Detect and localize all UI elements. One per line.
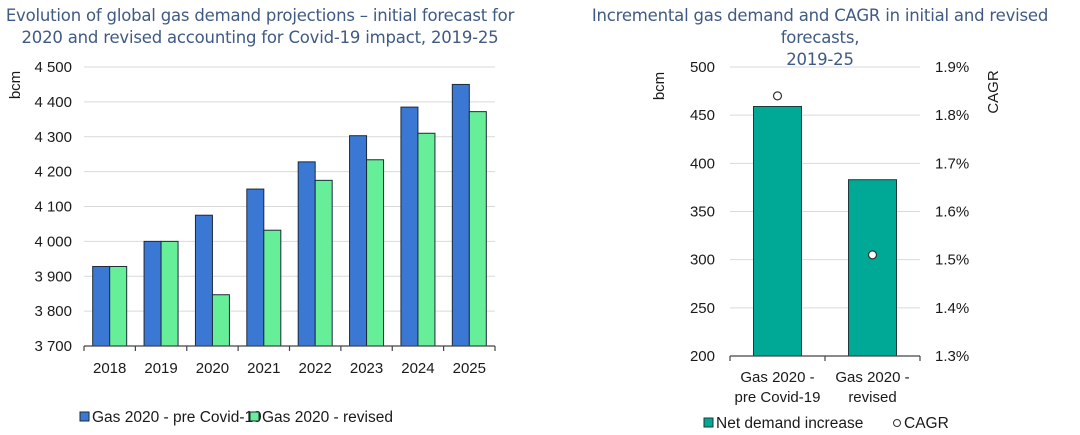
right-cagr-point bbox=[772, 91, 783, 101]
right-x-tick-label: Gas 2020 - bbox=[835, 369, 909, 386]
left-x-tick-label: 2025 bbox=[453, 360, 486, 377]
legend-swatch-pre-covid bbox=[79, 411, 90, 422]
right-y-tick-label: 200 bbox=[690, 348, 715, 365]
right-chart: 200 250 300 350 400 450 500 1.3% 1.4% 1.5% 1.6% 1.7… bbox=[651, 59, 1002, 432]
legend-label-net-demand: Net demand increase bbox=[716, 415, 863, 432]
left-y-tick-label: 3 800 bbox=[34, 303, 72, 320]
left-bar-revised bbox=[263, 229, 282, 347]
left-x-tick-label: 2021 bbox=[247, 360, 280, 377]
right-bar-net-demand bbox=[848, 179, 897, 357]
left-bar-pre-covid bbox=[349, 135, 368, 347]
left-x-tick-label: 2023 bbox=[350, 360, 383, 377]
right-y2-axis-label: CAGR bbox=[985, 70, 1002, 114]
legend-label-cagr: CAGR bbox=[904, 415, 949, 432]
left-bar-revised bbox=[314, 179, 333, 347]
right-y-tick-label: 500 bbox=[690, 59, 715, 76]
left-bar-pre-covid bbox=[451, 83, 470, 347]
right-y-tick-label: 450 bbox=[690, 107, 715, 124]
right-y2-tick-label: 1.5% bbox=[935, 252, 969, 269]
left-y-axis-label: bcm bbox=[7, 71, 24, 99]
left-y-tick-label: 4 100 bbox=[34, 199, 72, 216]
left-bar-pre-covid bbox=[400, 106, 419, 347]
right-y2-tick-label: 1.8% bbox=[935, 107, 969, 124]
right-y2-tick-label: 1.4% bbox=[935, 300, 969, 317]
left-bar-revised bbox=[468, 111, 487, 347]
left-chart: 3 700 3 800 3 900 4 000 4 100 4 200 4 300 4 400… bbox=[7, 59, 496, 426]
left-bar-revised bbox=[211, 294, 230, 347]
legend-swatch-revised bbox=[249, 411, 260, 422]
left-x-tick-label: 2019 bbox=[144, 360, 177, 377]
right-legend: Net demand increase CAGR bbox=[703, 415, 949, 432]
right-y-tick-label: 300 bbox=[690, 252, 715, 269]
left-bar-revised bbox=[366, 159, 385, 347]
left-bar-pre-covid bbox=[194, 214, 213, 347]
right-x-tick-label: revised bbox=[848, 389, 896, 406]
left-bar-revised bbox=[417, 132, 436, 347]
left-title-line-1: Evolution of global gas demand projectio… bbox=[5, 6, 515, 25]
right-y-axis-label: bcm bbox=[651, 72, 668, 100]
left-bar-pre-covid bbox=[92, 265, 111, 347]
left-x-tick-label: 2020 bbox=[196, 360, 229, 377]
right-title-line-2: 2019-25 bbox=[786, 50, 854, 69]
right-chart-title: Incremental gas demand and CAGR in initi… bbox=[560, 5, 1080, 71]
left-bar-pre-covid bbox=[297, 161, 316, 347]
right-cagr-point bbox=[867, 250, 878, 260]
left-y-tick-label: 3 900 bbox=[34, 268, 72, 285]
legend-label-pre-covid: Gas 2020 - pre Covid-19 bbox=[92, 409, 262, 426]
legend-label-revised: Gas 2020 - revised bbox=[262, 409, 393, 426]
left-chart-title: Evolution of global gas demand projectio… bbox=[0, 5, 520, 49]
right-title-line-1: Incremental gas demand and CAGR in initi… bbox=[591, 6, 1049, 47]
legend-swatch-net-demand bbox=[703, 417, 714, 428]
right-y2-tick-label: 1.9% bbox=[935, 59, 969, 76]
right-y-tick-label: 400 bbox=[690, 155, 715, 172]
right-x-tick-label: Gas 2020 - bbox=[740, 369, 814, 386]
left-bar-revised bbox=[109, 265, 128, 347]
left-legend: Gas 2020 - pre Covid-19 Gas 2020 - revise… bbox=[79, 409, 393, 426]
right-y-tick-label: 250 bbox=[690, 300, 715, 317]
legend-swatch-cagr bbox=[893, 419, 901, 427]
right-x-tick-label: pre Covid-19 bbox=[735, 389, 821, 406]
left-y-tick-label: 4 300 bbox=[34, 129, 72, 146]
left-y-tick-label: 3 700 bbox=[34, 338, 72, 355]
left-y-tick-label: 4 400 bbox=[34, 94, 72, 111]
right-y2-tick-label: 1.6% bbox=[935, 204, 969, 221]
left-x-tick-label: 2024 bbox=[401, 360, 434, 377]
left-bar-pre-covid bbox=[246, 188, 265, 347]
left-y-tick-label: 4 500 bbox=[34, 59, 72, 76]
right-y2-tick-label: 1.3% bbox=[935, 348, 969, 365]
right-y2-tick-label: 1.7% bbox=[935, 155, 969, 172]
left-y-tick-label: 4 000 bbox=[34, 233, 72, 250]
left-x-tick-label: 2018 bbox=[93, 360, 126, 377]
left-x-tick-label: 2022 bbox=[299, 360, 332, 377]
right-y-tick-label: 350 bbox=[690, 204, 715, 221]
left-bar-revised bbox=[160, 240, 179, 347]
right-bar-net-demand bbox=[753, 105, 802, 357]
left-bar-pre-covid bbox=[143, 240, 162, 347]
left-y-tick-label: 4 200 bbox=[34, 164, 72, 181]
left-title-line-2: 2020 and revised accounting for Covid-19… bbox=[21, 28, 499, 47]
